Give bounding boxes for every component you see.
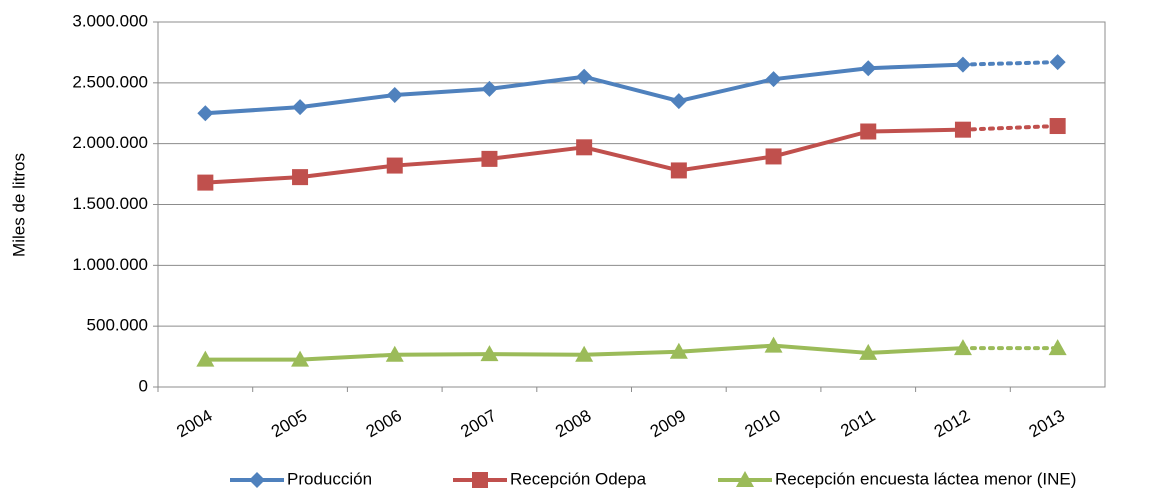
marker-triangle	[953, 339, 972, 356]
marker-square	[472, 472, 488, 488]
y-tick-label: 0	[139, 376, 148, 395]
marker-square	[576, 139, 593, 156]
marker-diamond	[249, 472, 265, 488]
marker-square	[481, 150, 498, 167]
marker-diamond	[481, 80, 498, 97]
marker-triangle	[480, 345, 499, 362]
marker-diamond	[576, 68, 593, 85]
legend-label: Recepción encuesta láctea menor (INE)	[775, 469, 1076, 488]
marker-triangle	[736, 471, 754, 487]
marker-diamond	[860, 60, 877, 77]
marker-square	[292, 169, 309, 186]
marker-triangle	[1048, 339, 1067, 356]
y-tick-label: 3.000.000	[72, 11, 148, 30]
marker-triangle	[575, 345, 594, 362]
series-line-dotted	[960, 124, 1060, 132]
marker-triangle	[385, 345, 404, 362]
marker-diamond	[197, 105, 214, 122]
marker-square	[670, 162, 687, 179]
marker-triangle	[859, 343, 878, 360]
marker-diamond	[954, 56, 971, 73]
marker-square	[197, 174, 214, 191]
marker-diamond	[1049, 54, 1066, 71]
marker-triangle	[291, 350, 310, 367]
marker-square	[765, 148, 782, 165]
marker-square	[860, 123, 877, 140]
marker-diamond	[670, 93, 687, 110]
legend-label: Recepción Odepa	[510, 469, 647, 488]
y-tick-label: 500.000	[87, 316, 148, 335]
y-tick-label: 2.500.000	[72, 72, 148, 91]
y-axis-label: Miles de litros	[9, 153, 28, 257]
y-tick-label: 1.500.000	[72, 194, 148, 213]
marker-triangle	[196, 350, 215, 367]
legend-label: Producción	[287, 469, 372, 488]
marker-triangle	[669, 342, 688, 359]
marker-square	[386, 157, 403, 174]
marker-square	[1049, 118, 1066, 135]
marker-diamond	[765, 71, 782, 88]
marker-diamond	[292, 99, 309, 116]
marker-square	[954, 121, 971, 138]
y-tick-label: 1.000.000	[72, 255, 148, 274]
series-line-dotted	[960, 60, 1060, 67]
marker-diamond	[386, 87, 403, 103]
y-tick-label: 2.000.000	[72, 133, 148, 152]
marker-triangle	[764, 336, 783, 353]
